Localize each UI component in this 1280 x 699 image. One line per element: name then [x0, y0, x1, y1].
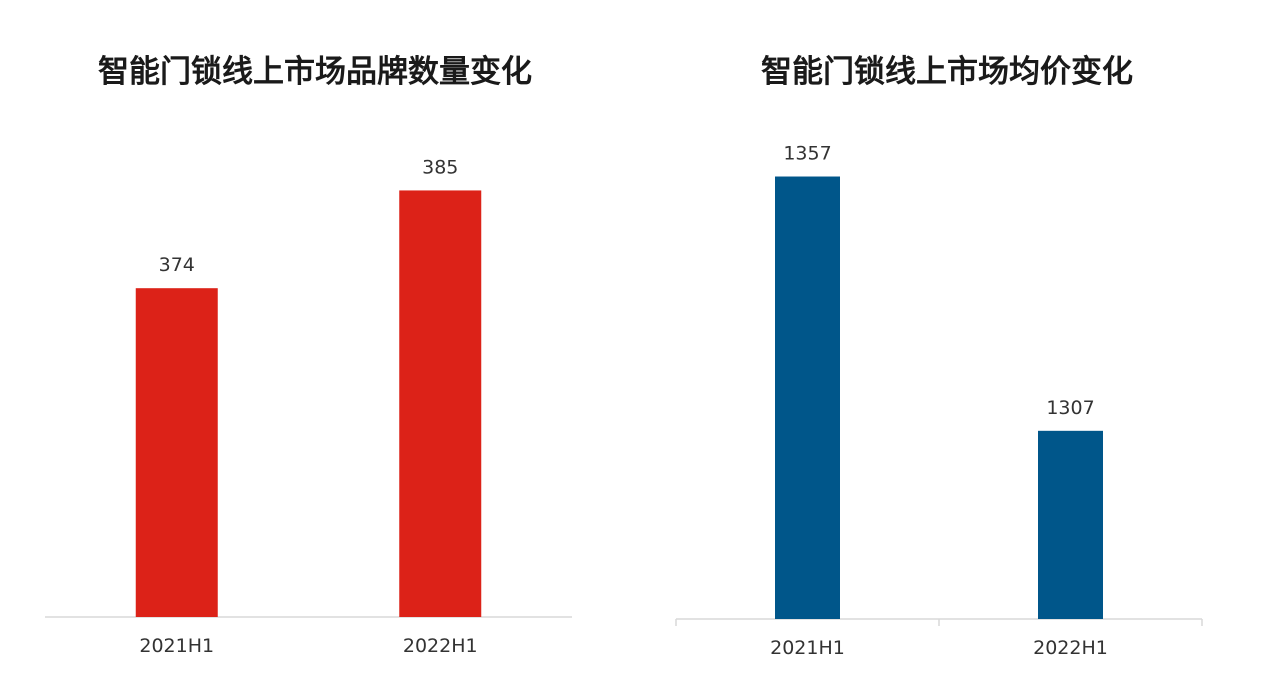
bar-2021H1: [775, 176, 840, 620]
x-tick-label: 2021H1: [139, 635, 214, 657]
bar-2022H1: [1038, 430, 1103, 619]
chart-brand-count: 智能门锁线上市场品牌数量变化 374 2021H1 385 2022H1: [45, 54, 572, 657]
data-label-2021H1: 1357: [783, 143, 831, 165]
plot-area: 374 2021H1 385 2022H1: [135, 156, 482, 657]
chart-average-price: 智能门锁线上市场均价变化 1357 2021H1 1307 2022H1: [675, 54, 1203, 659]
x-tick-label: 2022H1: [1033, 637, 1108, 659]
x-tick-label: 2021H1: [770, 637, 845, 659]
bar-2022H1: [399, 190, 482, 617]
data-label-2022H1: 385: [422, 156, 458, 178]
data-label-2021H1: 374: [159, 254, 195, 276]
chart-title: 智能门锁线上市场品牌数量变化: [98, 54, 532, 90]
plot-area: 1357 2021H1 1307 2022H1: [770, 143, 1108, 659]
x-tick-label: 2022H1: [403, 635, 478, 657]
chart-title: 智能门锁线上市场均价变化: [761, 54, 1133, 90]
data-label-2022H1: 1307: [1046, 397, 1094, 419]
bar-2021H1: [135, 288, 218, 617]
